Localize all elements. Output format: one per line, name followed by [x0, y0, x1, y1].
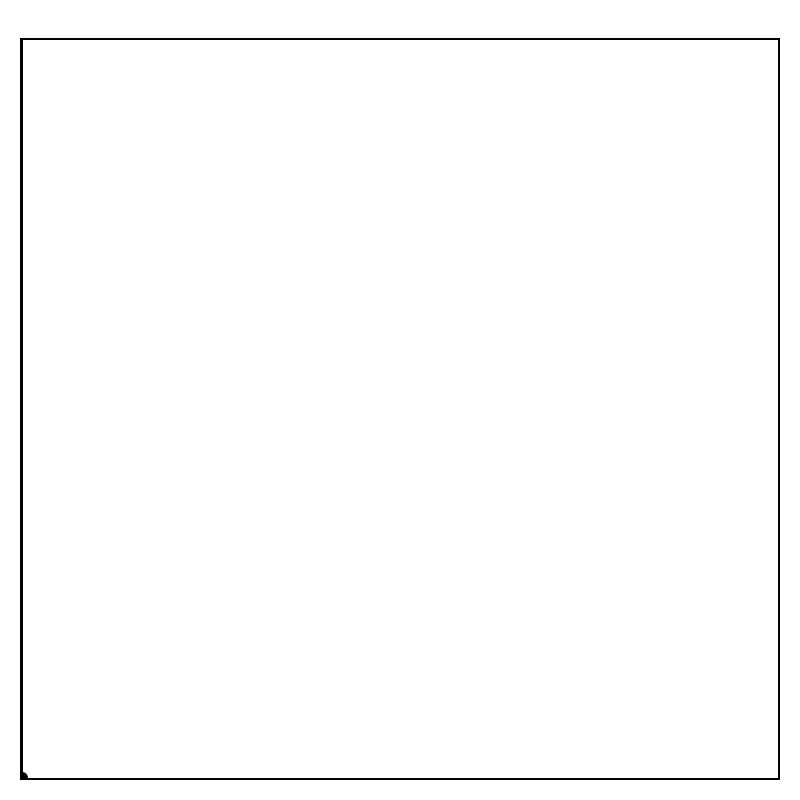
crosshair-horizontal [22, 778, 778, 779]
chart-container [0, 0, 800, 800]
crosshair-vertical [22, 40, 23, 778]
heatmap-plot [20, 38, 780, 780]
heatmap-canvas [22, 40, 778, 778]
